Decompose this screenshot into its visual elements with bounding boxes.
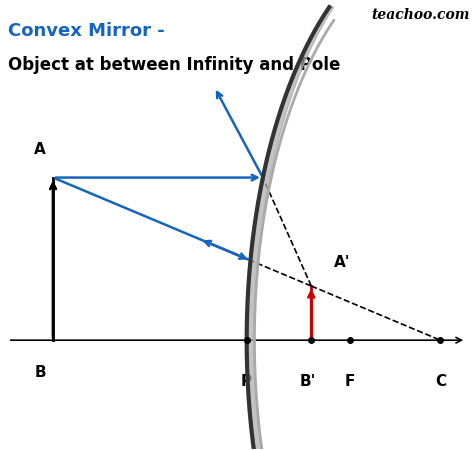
Text: A': A': [334, 255, 350, 270]
Text: Object at between Infinity and Pole: Object at between Infinity and Pole: [8, 56, 340, 74]
Text: B: B: [34, 364, 46, 380]
Text: A: A: [34, 142, 46, 157]
Text: teachoo.com: teachoo.com: [371, 8, 469, 22]
Text: Convex Mirror -: Convex Mirror -: [8, 22, 164, 40]
Text: B': B': [300, 374, 316, 389]
Text: F: F: [345, 374, 355, 389]
Text: P: P: [241, 374, 252, 389]
Text: C: C: [435, 374, 446, 389]
